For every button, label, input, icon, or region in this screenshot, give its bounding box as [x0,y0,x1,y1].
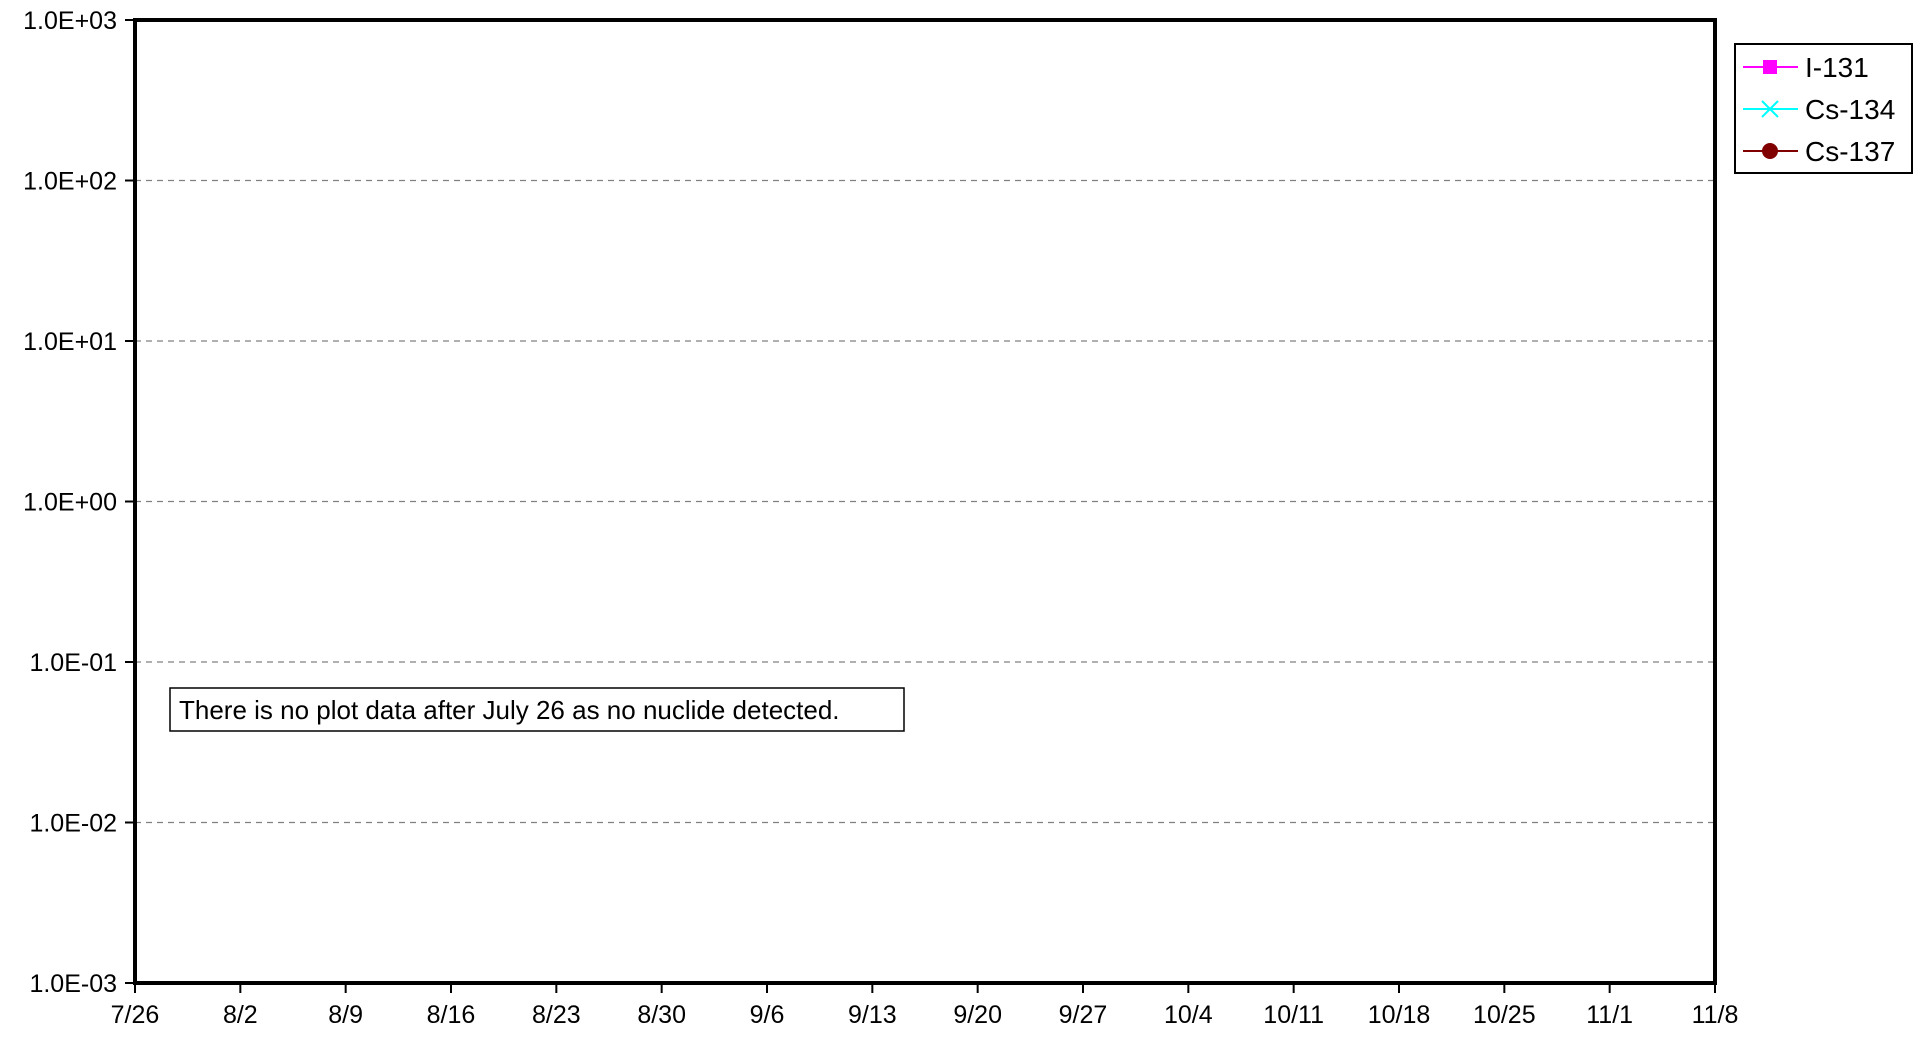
circle-marker-icon [1762,143,1778,159]
x-tick-label: 10/11 [1263,1001,1324,1029]
no-data-note-text: There is no plot data after July 26 as n… [179,695,840,725]
x-axis-ticks: 7/26 8/2 8/9 8/16 8/23 8/30 9/6 9/13 9/20 9/27 10/… [111,983,1739,1029]
legend-label: Cs-134 [1805,94,1895,125]
x-tick-label: 9/13 [848,1001,897,1029]
y-tick-label: 1.0E+03 [23,7,117,35]
y-tick-label: 1.0E-03 [29,970,117,998]
x-tick-label: 10/18 [1368,1001,1431,1029]
x-tick-label: 9/20 [953,1001,1002,1029]
no-data-note: There is no plot data after July 26 as n… [169,687,905,732]
x-tick-label: 11/1 [1586,1001,1633,1029]
legend-item: I-131 [1743,52,1869,83]
x-tick-label: 8/16 [427,1001,476,1029]
x-tick-label: 8/9 [328,1001,363,1029]
no-data-note-box [169,687,905,732]
x-tick-label: 9/27 [1059,1001,1108,1029]
y-tick-label: 1.0E+01 [23,328,117,356]
y-axis-ticks: 1.0E+03 1.0E+02 1.0E+01 1.0E+00 1.0E-01 1.0E-… [23,7,135,998]
y-tick-label: 1.0E-02 [29,810,117,838]
x-tick-label: 8/23 [532,1001,581,1029]
legend: I-131 Cs-134 Cs-137 [1734,43,1913,174]
legend-label: Cs-137 [1805,136,1895,167]
y-tick-label: 1.0E+02 [23,168,117,196]
x-tick-label: 8/2 [223,1001,258,1029]
x-tick-label: 10/25 [1473,1001,1536,1029]
x-marker-icon [1761,100,1779,118]
legend-item: Cs-137 [1743,136,1895,167]
legend-item: Cs-134 [1743,94,1895,125]
x-tick-label: 11/8 [1692,1001,1739,1029]
x-tick-label: 9/6 [750,1001,785,1029]
x-tick-label: 7/26 [111,1001,160,1029]
y-tick-label: 1.0E-01 [29,649,117,677]
y-tick-label: 1.0E+00 [23,489,117,517]
legend-label: I-131 [1805,52,1869,83]
x-tick-label: 8/30 [637,1001,686,1029]
x-tick-label: 10/4 [1164,1001,1213,1029]
square-marker-icon [1763,60,1777,74]
